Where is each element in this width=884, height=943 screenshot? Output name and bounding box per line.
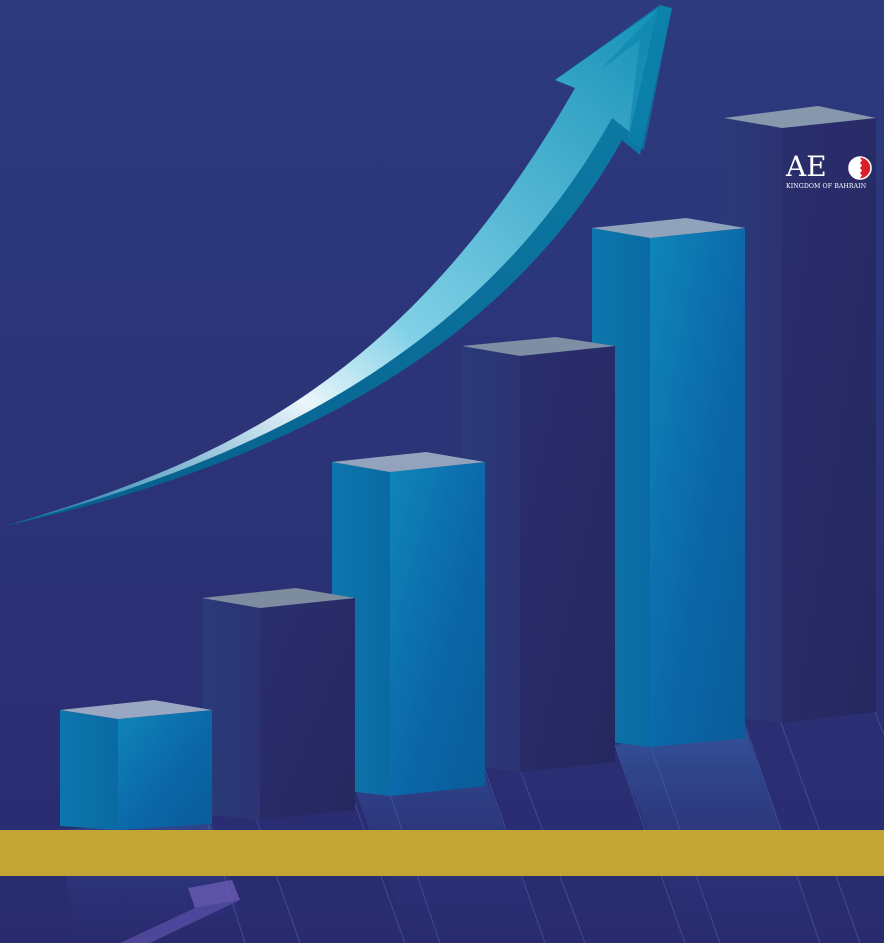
glass-prism (120, 880, 240, 943)
bar-2 (202, 588, 355, 820)
logo-brand-letters: AE (786, 150, 827, 183)
logo-country: KINGDOM OF BAHRAIN (786, 183, 867, 190)
logo-circle-mark: O (847, 155, 872, 180)
bar-4 (462, 337, 615, 772)
gold-band (0, 830, 884, 876)
bar-1 (60, 700, 212, 830)
aeo-logo: AE O KINGDOM OF BAHRAIN (786, 150, 876, 202)
growth-arrow-icon (5, 5, 672, 526)
logo-circle-letter: O (847, 155, 848, 156)
